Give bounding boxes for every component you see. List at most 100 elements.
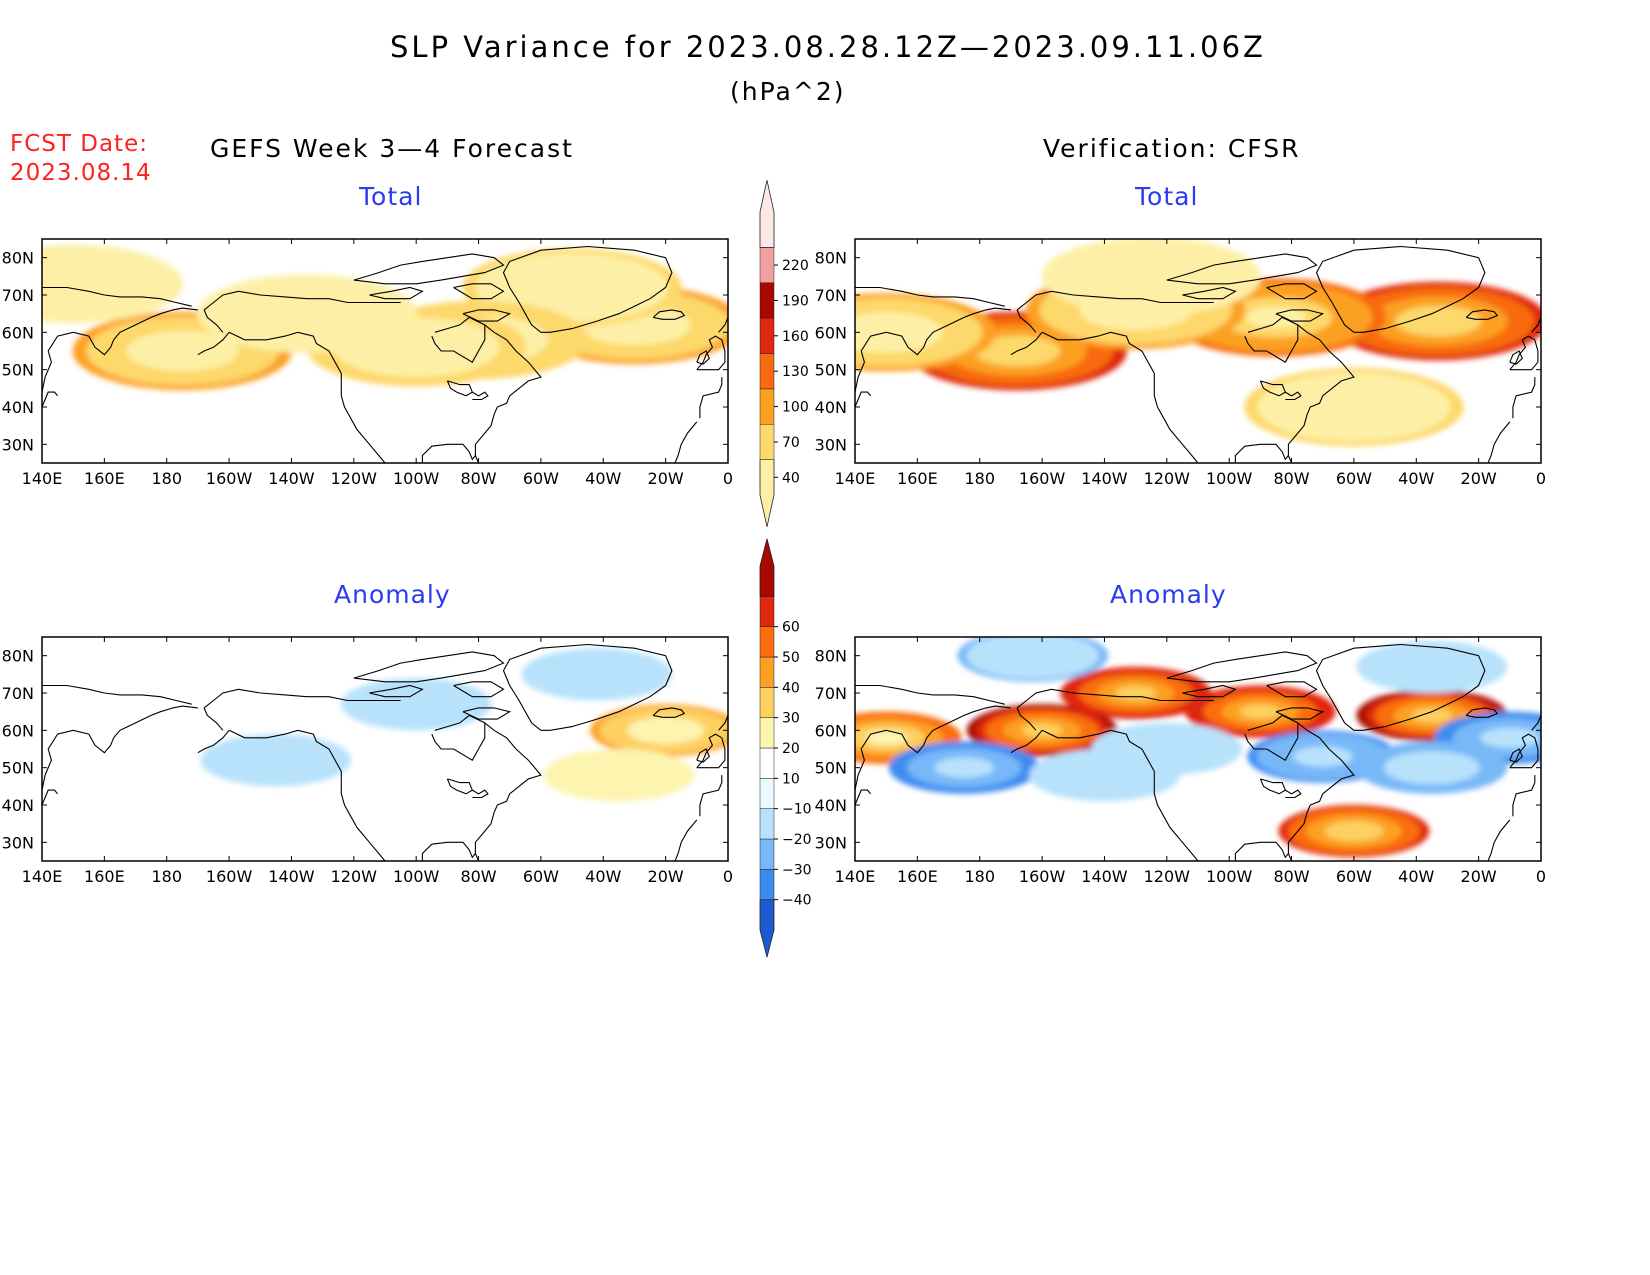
field-contour xyxy=(1239,704,1281,719)
coastline xyxy=(453,681,505,698)
colorbar-swatch xyxy=(759,808,775,840)
coastline xyxy=(674,819,698,861)
colorbar-label: 40 xyxy=(782,470,800,486)
lon-tick-label: 120W xyxy=(1144,469,1191,488)
coastline xyxy=(1512,377,1536,419)
lat-tick-label: 70N xyxy=(815,684,847,703)
coastline xyxy=(855,789,872,806)
field-contour xyxy=(152,340,213,362)
lat-tick-label: 30N xyxy=(2,833,34,852)
lon-tick-label: 60W xyxy=(1336,469,1372,488)
colorbar-swatch xyxy=(759,180,775,248)
coastline xyxy=(1244,316,1299,363)
coastline xyxy=(1287,722,1355,861)
lon-tick-label: 20W xyxy=(1461,469,1497,488)
lon-tick-label: 20W xyxy=(648,867,684,886)
lat-tick-label: 60N xyxy=(815,323,847,342)
lon-tick-label: 40W xyxy=(585,469,621,488)
lon-tick-label: 80W xyxy=(460,469,496,488)
lon-tick-label: 160W xyxy=(1019,867,1066,886)
field-contour xyxy=(1003,645,1063,666)
lon-tick-label: 160E xyxy=(897,469,938,488)
lon-tick-label: 120W xyxy=(1144,867,1191,886)
shaded-field xyxy=(42,244,728,391)
total-colorbar: 40 70 100 130 160 190 220 xyxy=(759,180,809,527)
coastline xyxy=(1266,283,1318,300)
lon-tick-label: 0 xyxy=(723,867,733,886)
coastline xyxy=(446,380,473,397)
field-contour xyxy=(42,254,157,314)
field-contour xyxy=(552,752,686,799)
anomaly-colorbar: −40 −30 −20 −10 10 20 30 40 50 60 xyxy=(759,538,812,958)
coastline xyxy=(1512,775,1536,817)
coastline xyxy=(1509,335,1539,371)
coastline xyxy=(446,778,473,795)
coastline xyxy=(1016,309,1037,333)
coastline xyxy=(421,443,476,463)
lat-tick-label: 60N xyxy=(815,721,847,740)
coastline xyxy=(718,317,728,333)
coastline xyxy=(369,286,424,300)
lon-tick-label: 140E xyxy=(835,469,876,488)
lon-tick-label: 80W xyxy=(1273,867,1309,886)
coastline xyxy=(696,733,726,769)
lat-tick-label: 50N xyxy=(815,759,847,778)
coastline xyxy=(228,331,386,463)
colorbar-swatch xyxy=(759,424,775,460)
lon-tick-label: 160E xyxy=(84,469,125,488)
coastline xyxy=(197,331,230,356)
coastline xyxy=(696,350,710,365)
colorbar-swatch xyxy=(759,317,775,354)
coastline xyxy=(855,705,1011,791)
coastline xyxy=(1016,707,1037,731)
coastline xyxy=(855,391,872,408)
coastline xyxy=(1259,778,1286,795)
coastline xyxy=(1275,309,1325,322)
field-contour xyxy=(1100,726,1234,772)
units-label: (hPa^2) xyxy=(730,77,846,106)
lon-tick-label: 160W xyxy=(206,867,253,886)
coastline xyxy=(42,789,59,806)
coastline xyxy=(1041,729,1199,861)
coastline xyxy=(1166,253,1318,285)
colorbar-swatch xyxy=(759,869,775,900)
coastline xyxy=(203,290,401,311)
field-contour xyxy=(1411,708,1453,723)
lon-tick-label: 40W xyxy=(1398,469,1434,488)
lon-tick-label: 0 xyxy=(1536,867,1546,886)
coastline xyxy=(1234,841,1289,861)
lon-tick-label: 80W xyxy=(1273,469,1309,488)
field-contour xyxy=(1246,306,1306,329)
colorbar-label: 130 xyxy=(782,364,809,380)
coastline xyxy=(652,309,686,320)
coastline xyxy=(1010,729,1043,754)
coastlines xyxy=(855,245,1541,463)
coastline xyxy=(1041,331,1199,463)
colorbar-label: −40 xyxy=(782,893,812,909)
field-contour xyxy=(1393,653,1471,681)
colorbar-swatch xyxy=(759,538,775,597)
lat-tick-label: 50N xyxy=(815,361,847,380)
lon-tick-label: 100W xyxy=(1206,867,1253,886)
lon-tick-label: 140W xyxy=(1081,469,1128,488)
field-contour xyxy=(349,681,483,728)
lat-tick-label: 60N xyxy=(2,323,34,342)
coastline xyxy=(855,684,1005,705)
field-contour xyxy=(865,730,907,745)
colorbar-swatch xyxy=(759,778,775,809)
cfsr-anomaly-map-panel: 140E 160E 180 160W 140W 120W 100W 80W 60W 40W 20W 0… xyxy=(815,636,1546,886)
coastline xyxy=(431,316,486,363)
forecast-total-title: Total xyxy=(359,182,423,211)
colorbar-swatch xyxy=(759,459,775,527)
colorbar-label: 10 xyxy=(782,771,800,787)
map-frame xyxy=(41,636,729,862)
lat-tick-label: 70N xyxy=(2,684,34,703)
lon-tick-label: 40W xyxy=(1398,867,1434,886)
coastline xyxy=(203,707,224,731)
lon-tick-label: 160W xyxy=(206,469,253,488)
lat-tick-label: 80N xyxy=(2,249,34,268)
field-contour xyxy=(1310,391,1398,423)
colorbar-label: 70 xyxy=(782,435,800,451)
coastline xyxy=(1259,380,1286,397)
colorbar-label: 50 xyxy=(782,650,800,666)
